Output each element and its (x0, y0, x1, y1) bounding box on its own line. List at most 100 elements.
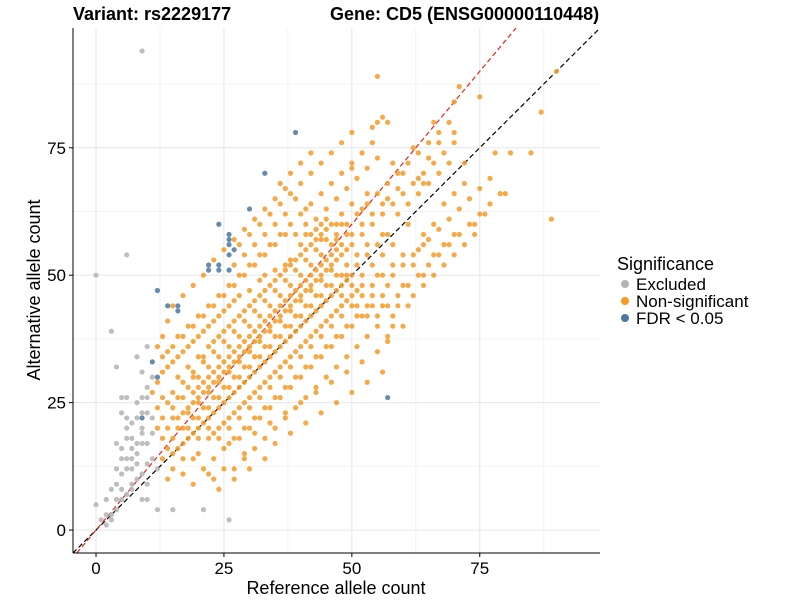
point-fdr-0-05 (216, 267, 222, 273)
point-non-significant (252, 242, 258, 248)
point-non-significant (441, 150, 447, 156)
point-non-significant (272, 349, 278, 355)
point-excluded (124, 394, 130, 401)
point-non-significant (246, 287, 253, 294)
point-non-significant (385, 231, 391, 238)
point-non-significant (216, 435, 222, 441)
point-non-significant (287, 354, 294, 360)
point-non-significant (379, 201, 386, 207)
point-non-significant (323, 226, 329, 232)
point-non-significant (318, 354, 324, 360)
point-non-significant (318, 323, 324, 329)
point-excluded (108, 486, 114, 492)
point-non-significant (257, 384, 263, 390)
point-non-significant (298, 180, 304, 187)
point-non-significant (292, 313, 299, 319)
x-tick-label: 50 (342, 559, 361, 578)
point-non-significant (236, 242, 242, 248)
point-non-significant (241, 400, 248, 406)
point-non-significant (354, 262, 360, 268)
point-non-significant (303, 257, 309, 263)
point-non-significant (292, 196, 299, 202)
point-non-significant (487, 201, 493, 207)
point-fdr-0-05 (165, 303, 171, 309)
point-non-significant (267, 211, 273, 217)
point-non-significant (190, 374, 196, 380)
point-non-significant (420, 242, 427, 248)
point-non-significant (185, 384, 191, 390)
point-non-significant (303, 221, 309, 227)
point-non-significant (246, 333, 253, 339)
point-non-significant (267, 282, 273, 289)
point-non-significant (364, 201, 370, 207)
point-non-significant (451, 252, 457, 258)
point-non-significant (246, 466, 253, 472)
point-non-significant (216, 379, 222, 385)
point-non-significant (339, 140, 345, 146)
point-non-significant (390, 262, 396, 268)
point-non-significant (395, 185, 401, 192)
point-non-significant (231, 236, 237, 243)
point-non-significant (282, 384, 288, 390)
point-non-significant (333, 196, 340, 202)
point-non-significant (200, 359, 207, 365)
point-non-significant (323, 267, 329, 273)
point-non-significant (272, 196, 278, 202)
point-excluded (124, 435, 130, 441)
point-non-significant (211, 456, 217, 462)
point-non-significant (241, 252, 248, 258)
point-non-significant (195, 354, 201, 360)
point-non-significant (292, 405, 299, 411)
point-non-significant (313, 236, 319, 243)
point-non-significant (262, 343, 268, 350)
point-non-significant (205, 415, 212, 421)
point-fdr-0-05 (246, 206, 253, 212)
point-non-significant (205, 303, 212, 309)
point-non-significant (339, 333, 345, 339)
point-non-significant (267, 343, 273, 350)
point-non-significant (272, 242, 278, 248)
point-non-significant (308, 343, 314, 350)
point-non-significant (277, 313, 283, 319)
point-non-significant (241, 451, 248, 457)
point-non-significant (170, 359, 176, 365)
point-non-significant (236, 354, 242, 360)
point-non-significant (349, 272, 355, 278)
legend-item-non-significant: Non-significant (621, 292, 749, 311)
point-non-significant (292, 349, 299, 355)
point-non-significant (369, 221, 375, 227)
point-non-significant (180, 440, 186, 447)
y-tick-label: 25 (47, 394, 66, 413)
point-fdr-0-05 (226, 267, 232, 273)
point-non-significant (236, 343, 242, 350)
point-non-significant (548, 216, 554, 222)
point-non-significant (246, 343, 253, 350)
point-non-significant (180, 292, 186, 299)
point-non-significant (190, 369, 196, 375)
point-non-significant (379, 272, 386, 278)
title-variant: Variant: rs2229177 (73, 4, 231, 24)
point-non-significant (205, 364, 212, 370)
point-non-significant (308, 303, 314, 309)
point-non-significant (354, 343, 360, 350)
x-tick-label: 25 (214, 559, 233, 578)
point-non-significant (344, 369, 350, 375)
point-non-significant (185, 323, 191, 329)
point-non-significant (349, 160, 355, 166)
point-non-significant (272, 277, 278, 283)
point-non-significant (252, 338, 258, 345)
point-non-significant (190, 389, 196, 396)
point-fdr-0-05 (292, 129, 299, 136)
point-non-significant (165, 445, 171, 452)
point-non-significant (272, 440, 278, 447)
point-non-significant (236, 374, 242, 380)
point-non-significant (333, 287, 340, 294)
point-excluded (119, 496, 125, 503)
point-non-significant (313, 292, 319, 299)
point-non-significant (216, 364, 222, 370)
reference-line-fit (76, 27, 517, 554)
point-non-significant (262, 359, 268, 365)
legend-swatch-non-significant (621, 297, 629, 305)
point-excluded (108, 517, 114, 523)
